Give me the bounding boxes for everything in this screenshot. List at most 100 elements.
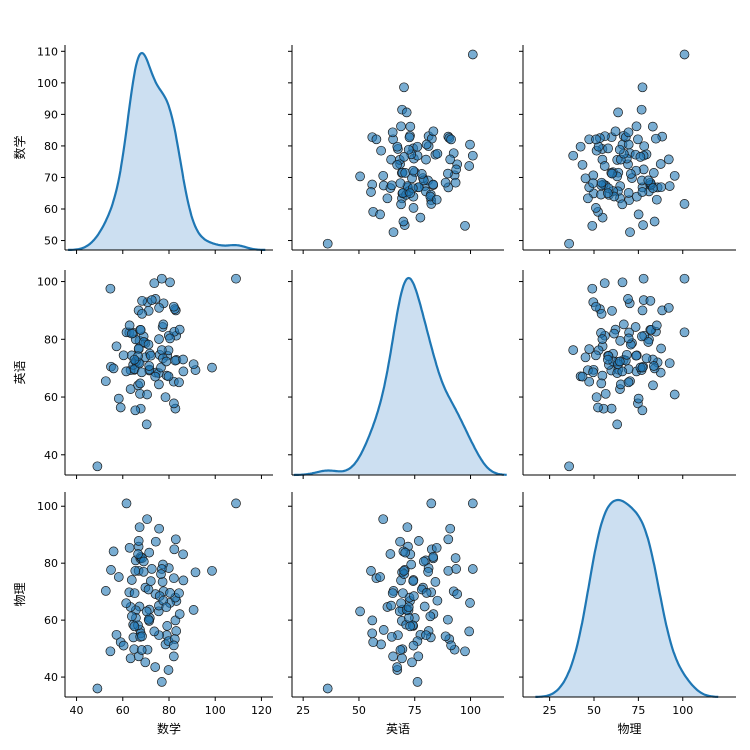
scatter-point xyxy=(464,161,475,171)
scatter-point xyxy=(636,104,647,115)
scatter-point xyxy=(405,621,415,632)
scatter-point xyxy=(445,523,456,534)
scatter-point xyxy=(150,371,161,382)
scatter-point xyxy=(593,402,603,413)
scatter-point xyxy=(428,552,439,562)
scatter-point xyxy=(129,354,140,365)
scatter-point xyxy=(231,273,241,284)
scatter-point xyxy=(655,159,666,169)
y-tick-label: 60 xyxy=(44,614,58,627)
scatter-point xyxy=(401,107,412,118)
scatter-point xyxy=(105,646,116,657)
scatter-point xyxy=(129,621,140,632)
scatter-point xyxy=(413,536,424,546)
scatter-point xyxy=(587,283,598,294)
scatter-point xyxy=(651,320,662,331)
scatter-point xyxy=(140,657,151,668)
scatter-point xyxy=(124,542,135,553)
scatter-point xyxy=(587,220,598,231)
scatter-point xyxy=(144,361,155,371)
x-tick-label: 100 xyxy=(672,704,693,717)
scatter-point xyxy=(178,366,189,377)
scatter-point xyxy=(613,107,623,118)
scatter-point xyxy=(382,193,393,204)
scatter-point xyxy=(663,154,674,165)
scatter-point xyxy=(610,126,621,137)
panel-数学-英语 xyxy=(288,45,504,254)
scatter-point xyxy=(451,564,462,574)
scatter-point xyxy=(398,588,408,599)
x-axis-label: 数学 xyxy=(157,721,181,736)
scatter-point xyxy=(443,614,453,625)
x-tick-label: 25 xyxy=(296,704,310,717)
scatter-point xyxy=(614,144,625,155)
scatter-point xyxy=(664,358,675,369)
scatter-point xyxy=(603,188,613,199)
scatter-point xyxy=(408,165,419,176)
scatter-point xyxy=(156,345,167,355)
scatter-point xyxy=(596,177,607,188)
scatter-point xyxy=(421,588,432,598)
scatter-point xyxy=(154,334,164,344)
scatter-point xyxy=(596,378,607,389)
scatter-point xyxy=(190,567,201,578)
kde-fill-英语 xyxy=(293,278,507,475)
scatter-point xyxy=(137,631,147,642)
scatter-point xyxy=(630,322,641,332)
scatter-point xyxy=(376,145,386,156)
scatter-point xyxy=(118,350,129,361)
scatter-point xyxy=(465,598,475,608)
kde-fill-物理 xyxy=(535,500,719,697)
scatter-point xyxy=(591,350,601,361)
scatter-point xyxy=(617,366,628,377)
scatter-point xyxy=(606,403,617,414)
scatter-point xyxy=(445,154,456,165)
scatter-point xyxy=(129,588,140,599)
scatter-point xyxy=(656,343,666,354)
scatter-point xyxy=(609,328,619,339)
scatter-point xyxy=(162,621,173,631)
scatter-point xyxy=(648,361,659,371)
scatter-point xyxy=(178,549,188,560)
scatter-point xyxy=(591,301,601,312)
scatter-point xyxy=(174,588,184,599)
x-tick-label: 50 xyxy=(352,704,366,717)
scatter-point xyxy=(467,498,478,509)
scatter-point xyxy=(398,216,409,227)
scatter-point xyxy=(386,631,397,642)
scatter-point xyxy=(207,362,217,373)
scatter-point xyxy=(617,199,628,210)
scatter-point xyxy=(440,177,451,188)
scatter-point xyxy=(637,405,648,416)
scatter-point xyxy=(400,547,411,558)
scatter-point xyxy=(149,626,160,637)
scatter-point xyxy=(465,139,475,150)
x-tick-label: 40 xyxy=(70,704,84,717)
scatter-point xyxy=(430,577,441,587)
scatter-point xyxy=(663,302,674,313)
panel-物理-英语: 25 50 75 100 xyxy=(288,492,504,717)
scatter-point xyxy=(156,273,167,284)
scatter-point xyxy=(577,159,588,170)
scatter-point xyxy=(614,356,625,367)
scatter-point xyxy=(143,339,154,350)
scatter-point xyxy=(174,324,185,335)
scatter-point xyxy=(137,308,147,319)
scatter-point xyxy=(118,640,129,651)
scatter-point xyxy=(664,181,675,191)
scatter-point xyxy=(386,600,396,611)
x-axis-label: 物理 xyxy=(617,722,641,736)
x-tick-label: 50 xyxy=(587,704,601,717)
scatter-point xyxy=(126,575,137,585)
scatter-point xyxy=(651,133,661,144)
scatter-point xyxy=(637,187,648,197)
scatter-point xyxy=(409,591,419,601)
scatter-point xyxy=(171,626,182,636)
x-tick-label: 60 xyxy=(116,704,130,717)
scatter-point xyxy=(100,376,111,387)
y-tick-label: 80 xyxy=(44,140,58,153)
scatter-point xyxy=(415,212,426,223)
scatter-point xyxy=(399,152,409,162)
scatter-point xyxy=(403,144,414,155)
scatter-point xyxy=(133,536,144,546)
